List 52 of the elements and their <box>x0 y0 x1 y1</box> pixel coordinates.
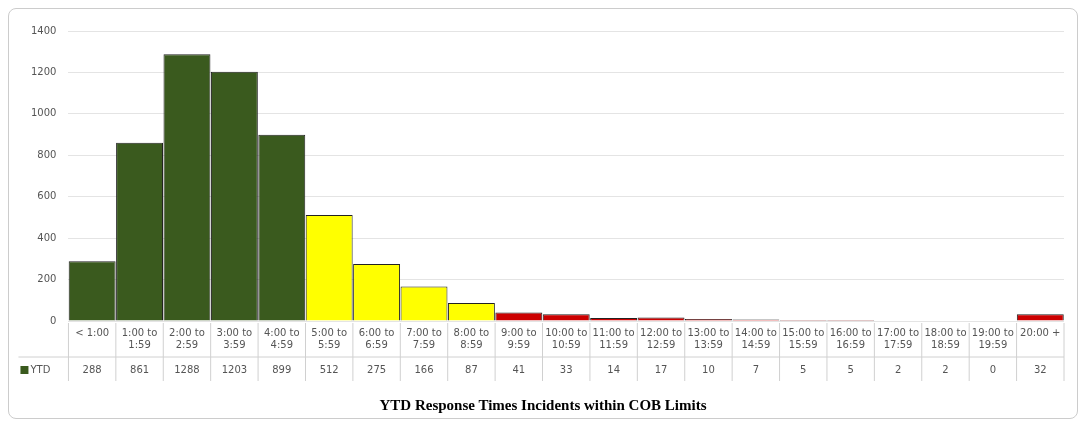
data-label: 41 <box>512 363 526 375</box>
data-label: 275 <box>367 363 387 375</box>
y-tick-label: 1000 <box>31 107 57 119</box>
y-tick-label: 600 <box>37 190 57 202</box>
data-label: 861 <box>130 363 150 375</box>
x-tick-label: 9:00 to 9:59 <box>500 326 537 350</box>
data-label: 512 <box>319 363 339 375</box>
data-label: 5 <box>847 363 854 375</box>
x-tick-label: 16:00 to 16:59 <box>829 326 872 350</box>
x-tick-label: 19:00 to 19:59 <box>971 326 1014 350</box>
y-tick-label: 0 <box>50 314 57 326</box>
data-label: 899 <box>272 363 292 375</box>
data-label: 10 <box>702 363 715 375</box>
x-tick-label: 10:00 to 10:59 <box>545 326 588 350</box>
y-tick-label: 1400 <box>31 24 57 36</box>
x-tick-label: 13:00 to 13:59 <box>687 326 730 350</box>
x-tick-label: 17:00 to 17:59 <box>877 326 920 350</box>
x-tick-label: 3:00 to 3:59 <box>216 326 253 350</box>
x-tick-label: 4:00 to 4:59 <box>263 326 300 350</box>
data-label: 2 <box>942 363 949 375</box>
x-tick-label: 20:00 + <box>1020 326 1061 338</box>
data-label: 166 <box>414 363 434 375</box>
data-label: 0 <box>989 363 997 375</box>
data-label: 288 <box>82 363 102 375</box>
data-label: 87 <box>465 363 478 375</box>
legend-label: YTD <box>29 363 51 375</box>
x-tick-label: 8:00 to 8:59 <box>453 326 490 350</box>
data-label: 5 <box>800 363 807 375</box>
x-tick-label: 1:00 to 1:59 <box>121 326 158 350</box>
data-label: 7 <box>752 363 760 375</box>
text: YTD Response Times Incidents within COB Limits <box>378 397 708 414</box>
data-label: 1203 <box>221 363 248 375</box>
x-tick-label: 7:00 to 7:59 <box>406 326 442 350</box>
data-label: 32 <box>1033 363 1047 375</box>
y-tick-label: 400 <box>37 231 57 243</box>
y-tick-label: 1200 <box>31 66 57 78</box>
data-label: 14 <box>607 363 620 375</box>
x-tick-label: < 1:00 <box>75 326 110 338</box>
data-label: 1288 <box>174 363 200 375</box>
y-tick-label: 200 <box>37 273 57 285</box>
x-tick-label: 5:00 to 5:59 <box>311 326 348 350</box>
data-label: 33 <box>559 363 573 375</box>
y-tick-label: 800 <box>37 148 57 160</box>
x-tick-label: 11:00 to 11:59 <box>592 326 635 350</box>
data-label: 2 <box>894 363 902 375</box>
x-tick-label: 14:00 to 14:59 <box>734 326 777 350</box>
x-tick-label: 18:00 to 18:59 <box>924 326 967 350</box>
x-tick-label: 15:00 to 15:59 <box>782 326 825 350</box>
x-tick-label: 6:00 to 6:59 <box>358 326 395 350</box>
x-tick-label: 2:00 to 2:59 <box>169 326 205 350</box>
x-tick-label: 12:00 to 12:59 <box>640 326 683 350</box>
data-label: 17 <box>654 363 668 375</box>
